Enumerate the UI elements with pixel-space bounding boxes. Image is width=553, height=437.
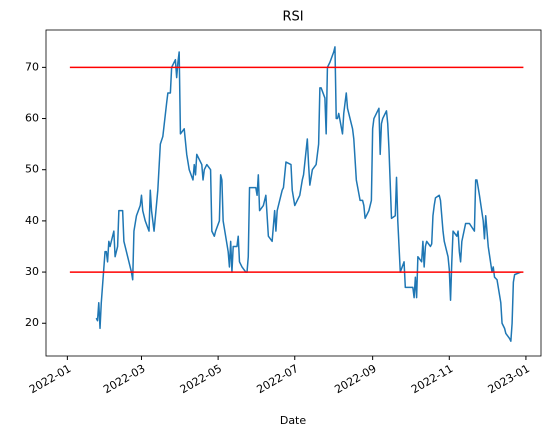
y-tick-label: 60 — [25, 112, 39, 125]
chart-title: RSI — [282, 10, 303, 25]
x-tick-label: 2022-05 — [178, 362, 224, 396]
rsi-line — [95, 46, 522, 342]
x-axis-label: Date — [280, 414, 307, 427]
y-tick-label: 40 — [25, 214, 39, 227]
y-tick-label: 70 — [25, 60, 39, 73]
x-tick-label: 2023-01 — [486, 362, 532, 396]
y-tick-label: 20 — [25, 316, 39, 329]
y-tick-label: 30 — [25, 265, 39, 278]
x-tick-label: 2022-09 — [332, 362, 378, 396]
x-tick-label: 2022-01 — [27, 362, 73, 396]
x-tick-label: 2022-07 — [254, 362, 300, 396]
y-tick-label: 50 — [25, 163, 39, 176]
x-tick-label: 2022-03 — [101, 362, 147, 396]
plot-frame — [45, 29, 542, 357]
x-tick-label: 2022-11 — [409, 362, 455, 396]
